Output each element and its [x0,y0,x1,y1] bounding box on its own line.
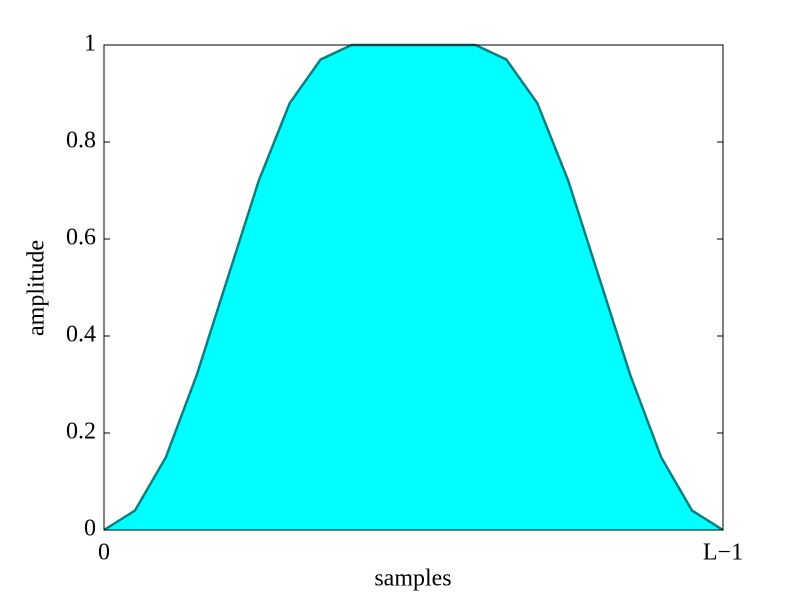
y-tick-label: 0.2 [66,419,96,445]
y-tick-label: 0 [84,516,96,542]
y-tick-label: 0.4 [66,322,96,348]
y-tick-label: 0.8 [66,128,96,154]
plot-frame [103,44,724,531]
x-tick-label: 0 [98,540,110,566]
x-axis-label: samples [374,566,451,592]
x-tick-label: L−1 [703,540,743,566]
y-axis-label: amplitude [24,240,50,336]
area [104,45,723,530]
y-tick-label: 0.6 [66,225,96,251]
y-tick-label: 1 [84,31,96,57]
